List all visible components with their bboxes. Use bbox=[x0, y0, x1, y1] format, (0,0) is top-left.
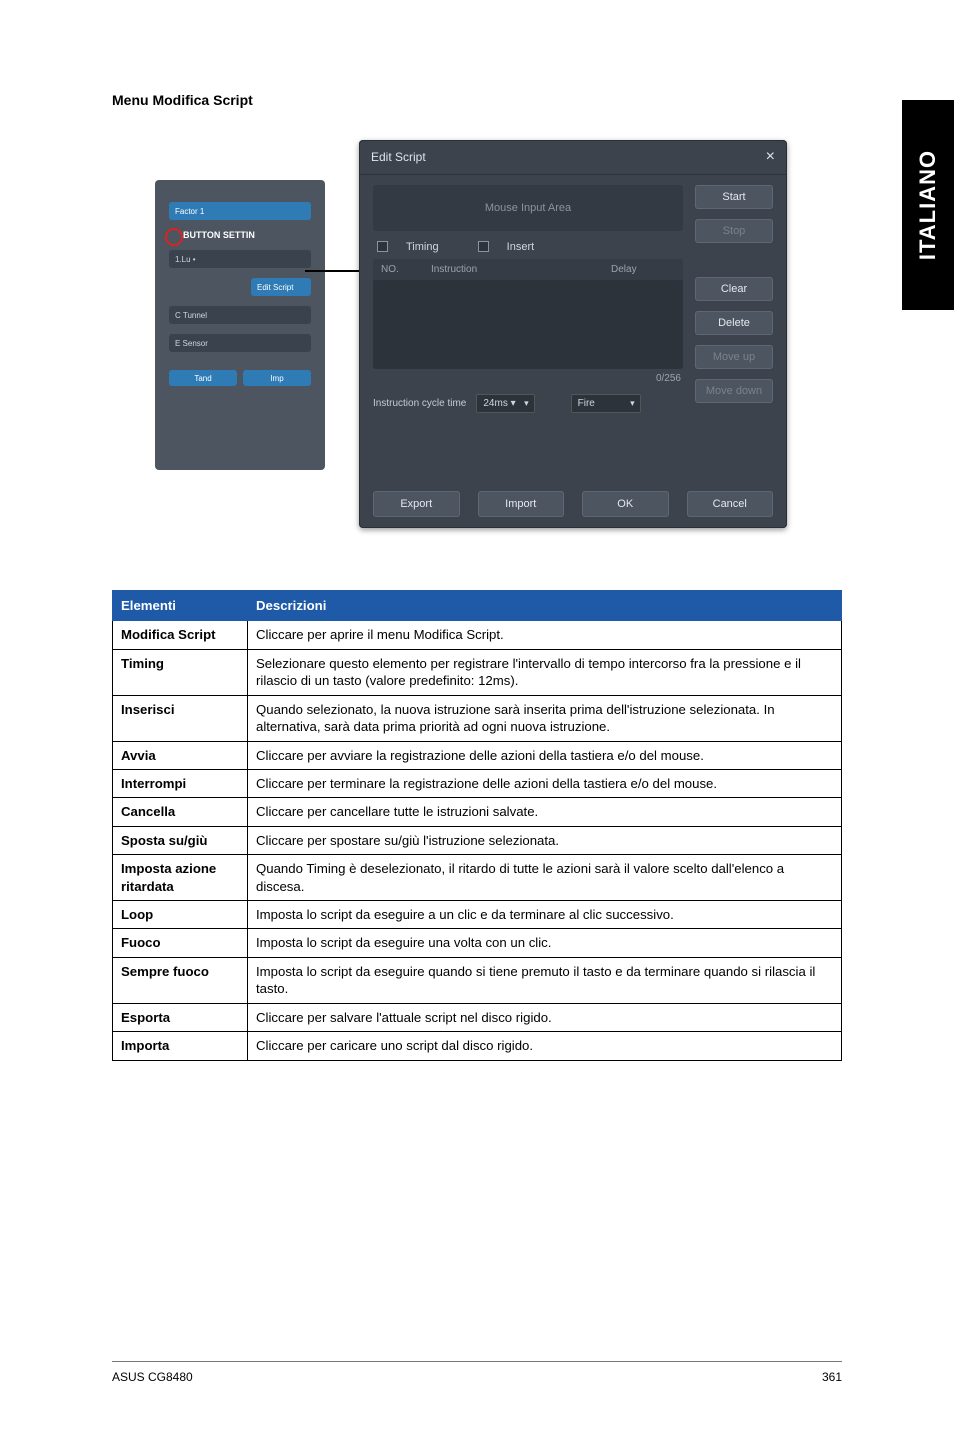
dialog-title: Edit Script bbox=[371, 150, 426, 164]
description-table: Elementi Descrizioni Modifica ScriptClic… bbox=[112, 590, 842, 1061]
row-key: Interrompi bbox=[113, 769, 248, 797]
ok-button[interactable]: OK bbox=[582, 491, 669, 517]
row-key: Imposta azione ritardata bbox=[113, 855, 248, 901]
screenshot-area: Factor 1 BUTTON SETTIN 1.Lu • Edit Scrip… bbox=[155, 140, 787, 540]
row-desc: Cliccare per spostare su/giù l'istruzion… bbox=[248, 826, 842, 854]
table-row: Modifica ScriptCliccare per aprire il me… bbox=[113, 621, 842, 649]
movedown-button[interactable]: Move down bbox=[695, 379, 773, 403]
footer-right: 361 bbox=[822, 1370, 842, 1384]
row-desc: Cliccare per terminare la registrazione … bbox=[248, 769, 842, 797]
row-key: Fuoco bbox=[113, 929, 248, 957]
row-key: Sposta su/giù bbox=[113, 826, 248, 854]
row-desc: Cliccare per salvare l'attuale script ne… bbox=[248, 1003, 842, 1031]
table-row: InterrompiCliccare per terminare la regi… bbox=[113, 769, 842, 797]
table-row: EsportaCliccare per salvare l'attuale sc… bbox=[113, 1003, 842, 1031]
fire-select[interactable]: Fire bbox=[571, 394, 641, 413]
mini-btn-2[interactable]: Imp bbox=[243, 370, 311, 386]
language-tab-label: ITALIANO bbox=[915, 150, 941, 260]
cancel-button[interactable]: Cancel bbox=[687, 491, 774, 517]
delete-button[interactable]: Delete bbox=[695, 311, 773, 335]
mini-pill-1: Factor 1 bbox=[169, 202, 311, 220]
row-desc: Quando selezionato, la nuova istruzione … bbox=[248, 695, 842, 741]
timing-checkbox[interactable]: Timing bbox=[377, 241, 457, 253]
row-key: Avvia bbox=[113, 741, 248, 769]
table-row: InserisciQuando selezionato, la nuova is… bbox=[113, 695, 842, 741]
row-desc: Cliccare per caricare uno script dal dis… bbox=[248, 1032, 842, 1060]
row-desc: Selezionare questo elemento per registra… bbox=[248, 649, 842, 695]
stop-button[interactable]: Stop bbox=[695, 219, 773, 243]
table-row: AvviaCliccare per avviare la registrazio… bbox=[113, 741, 842, 769]
import-button[interactable]: Import bbox=[478, 491, 565, 517]
counter-label: 0/256 bbox=[373, 373, 681, 384]
row-desc: Cliccare per aprire il menu Modifica Scr… bbox=[248, 621, 842, 649]
row-desc: Imposta lo script da eseguire a un clic … bbox=[248, 901, 842, 929]
row-key: Importa bbox=[113, 1032, 248, 1060]
mini-pill-4: E Sensor bbox=[169, 334, 311, 352]
row-key: Esporta bbox=[113, 1003, 248, 1031]
close-icon[interactable]: × bbox=[766, 148, 775, 166]
table-row: TimingSelezionare questo elemento per re… bbox=[113, 649, 842, 695]
table-row: Imposta azione ritardataQuando Timing è … bbox=[113, 855, 842, 901]
th-descrizioni: Descrizioni bbox=[248, 591, 842, 621]
table-row: Sempre fuocoImposta lo script da eseguir… bbox=[113, 957, 842, 1003]
instruction-grid[interactable]: NO. Instruction Delay bbox=[373, 259, 683, 369]
mini-button-setting: BUTTON SETTIN bbox=[183, 230, 317, 240]
row-desc: Cliccare per cancellare tutte le istruzi… bbox=[248, 798, 842, 826]
mini-pill-3: C Tunnel bbox=[169, 306, 311, 324]
row-desc: Cliccare per avviare la registrazione de… bbox=[248, 741, 842, 769]
row-desc: Imposta lo script da eseguire quando si … bbox=[248, 957, 842, 1003]
row-key: Inserisci bbox=[113, 695, 248, 741]
row-key: Timing bbox=[113, 649, 248, 695]
footer-left: ASUS CG8480 bbox=[112, 1370, 193, 1384]
edit-script-dialog: Edit Script × Start Stop Clear Delete Mo… bbox=[359, 140, 787, 528]
row-desc: Quando Timing è deselezionato, il ritard… bbox=[248, 855, 842, 901]
row-key: Loop bbox=[113, 901, 248, 929]
language-tab: ITALIANO bbox=[902, 100, 954, 310]
mini-btn-1[interactable]: Tand bbox=[169, 370, 237, 386]
row-desc: Imposta lo script da eseguire una volta … bbox=[248, 929, 842, 957]
page-footer: ASUS CG8480 361 bbox=[112, 1361, 842, 1384]
th-elementi: Elementi bbox=[113, 591, 248, 621]
table-row: Sposta su/giùCliccare per spostare su/gi… bbox=[113, 826, 842, 854]
row-key: Modifica Script bbox=[113, 621, 248, 649]
clear-button[interactable]: Clear bbox=[695, 277, 773, 301]
insert-checkbox[interactable]: Insert bbox=[478, 241, 553, 253]
cycle-time-label: Instruction cycle time bbox=[373, 398, 466, 409]
col-no: NO. bbox=[373, 259, 423, 280]
table-row: ImportaCliccare per caricare uno script … bbox=[113, 1032, 842, 1060]
export-button[interactable]: Export bbox=[373, 491, 460, 517]
cycle-time-select[interactable]: 24ms ▾ bbox=[476, 394, 534, 413]
moveup-button[interactable]: Move up bbox=[695, 345, 773, 369]
row-key: Sempre fuoco bbox=[113, 957, 248, 1003]
mini-edit-script[interactable]: Edit Script bbox=[251, 278, 311, 296]
mini-panel: Factor 1 BUTTON SETTIN 1.Lu • Edit Scrip… bbox=[155, 180, 325, 470]
start-button[interactable]: Start bbox=[695, 185, 773, 209]
table-row: CancellaCliccare per cancellare tutte le… bbox=[113, 798, 842, 826]
col-delay: Delay bbox=[603, 259, 683, 280]
table-row: LoopImposta lo script da eseguire a un c… bbox=[113, 901, 842, 929]
page-title: Menu Modifica Script bbox=[112, 92, 253, 108]
mini-pill-2: 1.Lu • bbox=[169, 250, 311, 268]
mouse-input-area[interactable]: Mouse Input Area bbox=[373, 185, 683, 231]
col-instruction: Instruction bbox=[423, 259, 603, 280]
row-key: Cancella bbox=[113, 798, 248, 826]
table-row: FuocoImposta lo script da eseguire una v… bbox=[113, 929, 842, 957]
